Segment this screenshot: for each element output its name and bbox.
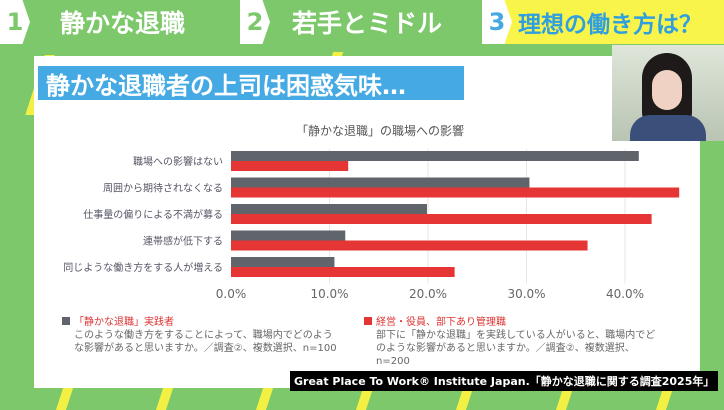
source-caption: Great Place To Work® Institute Japan.「静か… [290,371,719,391]
legend-note: 部下に「静かな退職」を実践している人がいると、職場内でどのような影響があると思い… [376,330,656,367]
tab-label: 若手とミドル [292,9,443,38]
x-tick-label: 0.0% [216,287,247,301]
x-tick-label: 40.0% [606,287,644,301]
headline-banner: 静かな退職者の上司は困惑気味… [36,64,466,102]
tab-number: 1 [0,0,30,44]
legend-title: 「静かな退職」実践者 [74,317,174,328]
category-label: 連帯感が低下する [143,235,223,248]
bar-manager [231,240,588,251]
chart-title: 「静かな退職」の職場への影響 [295,124,464,138]
tab-label: 静かな退職 [60,9,186,38]
bar-practitioner [231,204,428,214]
bar-practitioner [231,151,639,161]
category-label: 周囲から期待されなくなる [103,182,223,195]
category-label: 仕事量の偏りによる不満が募る [83,208,223,221]
legend-swatch-gray [62,317,70,325]
bar-manager [231,161,349,171]
bar-manager [231,214,652,224]
tab-quiet-quitting[interactable]: 1 静かな退職 [0,0,240,44]
legend-manager: 経営・役員、部下あり管理職 部下に「静かな退職」を実践している人がいると、職場内… [364,316,664,368]
legend-title: 経営・役員、部下あり管理職 [376,317,506,328]
category-label: 同じような働き方をする人が増える [63,261,223,274]
category-label: 職場への影響はない [133,155,223,168]
legend-note: このような働き方をすることによって、職場内でどのような影響があると思いますか。／… [74,330,337,354]
bar-practitioner [231,177,530,188]
tab-ideal-work[interactable]: 3 理想の働き方は？ [482,0,724,44]
tab-number: 2 [240,0,270,44]
tab-young-middle[interactable]: 2 若手とミドル [240,0,482,44]
bar-manager [231,267,455,277]
bar-practitioner [231,230,346,241]
legend-practitioner: 「静かな退職」実践者 このような働き方をすることによって、職場内でどのような影響… [62,316,342,355]
bar-manager [231,187,680,198]
legend-swatch-red [364,317,372,325]
x-tick-label: 20.0% [409,287,447,301]
presenter-video [612,45,724,141]
tab-label: 理想の働き方は？ [518,12,702,38]
x-tick-label: 10.0% [310,287,348,301]
bar-practitioner [231,257,335,267]
x-tick-label: 30.0% [507,287,545,301]
